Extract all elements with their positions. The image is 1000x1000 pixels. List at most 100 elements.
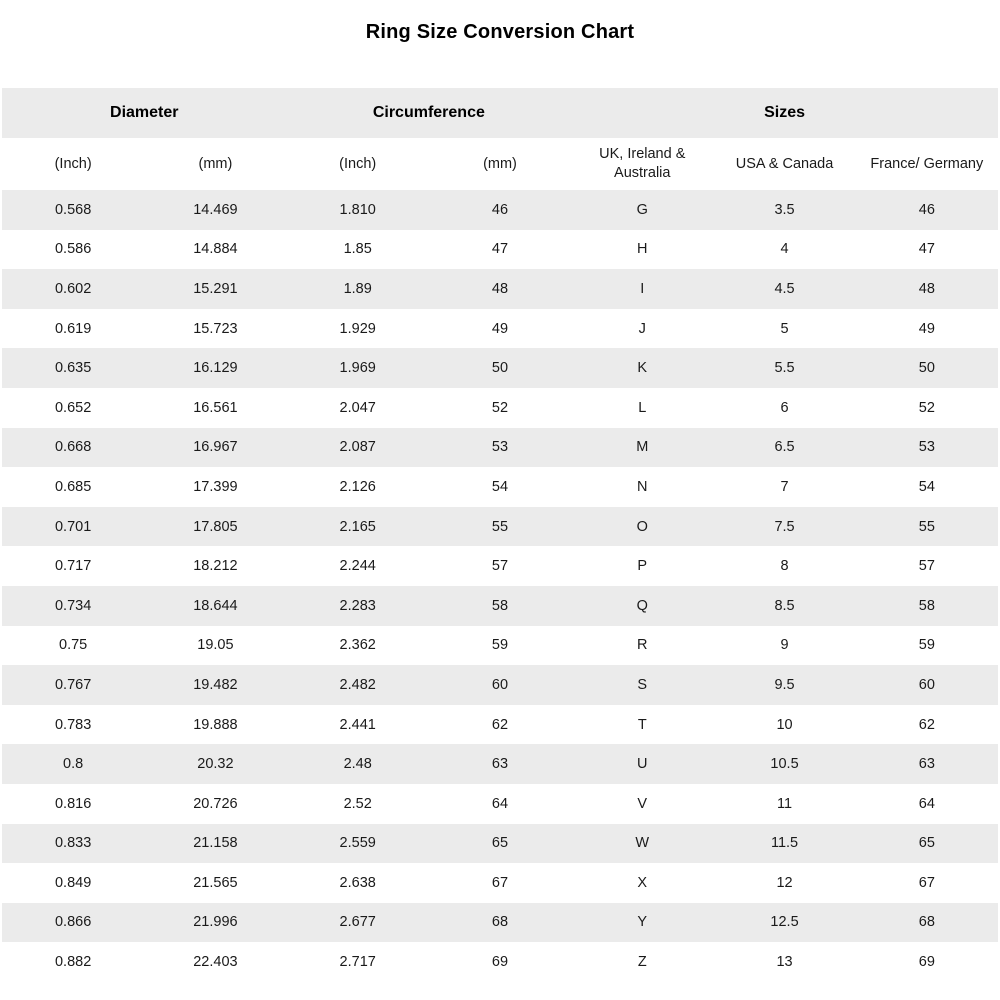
table-row: 0.75 19.05 2.362 59 R 9 59: [2, 625, 998, 666]
table-cell: 0.866: [54, 914, 92, 931]
table-cell: 48: [918, 280, 935, 297]
table-cell: 55: [491, 518, 509, 535]
table-row: 0.717 18.212 2.244 57 P 8 57: [2, 546, 998, 586]
table-cell: 48: [491, 280, 509, 297]
table-cell: 68: [918, 914, 935, 931]
table-cell: 6: [780, 399, 789, 416]
table-cell: 46: [918, 201, 935, 218]
table-cell: 2.717: [339, 954, 376, 971]
column-header-france-germany: France/ Germany: [870, 155, 984, 172]
table-cell: 0.833: [54, 835, 92, 852]
table-cell: 46: [491, 201, 509, 218]
group-header-row: Diameter Circumference Sizes: [2, 88, 998, 138]
table-cell: 1.969: [339, 360, 376, 377]
table-cell: O: [636, 518, 648, 535]
table-cell: 2.638: [339, 874, 376, 891]
column-header-usa-canada: USA & Canada: [735, 155, 834, 172]
table-cell: 1.810: [339, 201, 376, 218]
table-cell: 7: [780, 478, 789, 495]
table-cell: U: [637, 756, 648, 773]
table-cell: 11.5: [770, 835, 799, 852]
table-row: 0.586 14.884 1.85 47 H 4 47: [2, 229, 998, 270]
table-cell: 47: [491, 241, 509, 258]
table-cell: 17.399: [193, 478, 238, 495]
table-row: 0.866 21.996 2.677 68 Y 12.5 68: [2, 902, 998, 943]
table-cell: 65: [918, 835, 935, 852]
table-cell: L: [638, 399, 647, 416]
table-cell: 0.619: [54, 320, 92, 337]
table-cell: 58: [918, 597, 935, 614]
column-header-diameter-inch: (Inch): [54, 155, 92, 172]
table-row: 0.685 17.399 2.126 54 N 7 54: [2, 467, 998, 507]
column-header-diameter-mm: (mm): [198, 155, 233, 172]
ring-size-table: Diameter Circumference Sizes (Inch) (mm)…: [2, 88, 998, 982]
table-cell: 65: [491, 835, 509, 852]
table-cell: 16.561: [193, 399, 238, 416]
table-cell: 8.5: [774, 597, 795, 614]
table-cell: 50: [918, 360, 935, 377]
table-cell: 9: [780, 637, 789, 654]
table-cell: 10.5: [770, 756, 799, 773]
table-cell: 15.723: [193, 320, 238, 337]
table-cell: Z: [637, 954, 647, 971]
table-cell: W: [635, 835, 650, 852]
table-cell: 4.5: [774, 280, 795, 297]
table-cell: 19.05: [197, 637, 234, 654]
table-row: 0.701 17.805 2.165 55 O 7.5 55: [2, 506, 998, 547]
table-cell: 60: [491, 676, 509, 693]
table-cell: H: [637, 241, 648, 258]
table-cell: 20.32: [197, 756, 234, 773]
table-cell: 21.996: [193, 914, 238, 931]
table-cell: 4: [780, 241, 789, 258]
table-cell: 62: [491, 716, 509, 733]
table-row: 0.783 19.888 2.441 62 T 10 62: [2, 704, 998, 745]
table-cell: 69: [918, 954, 935, 971]
table-cell: 18.644: [193, 597, 238, 614]
table-cell: 2.165: [339, 518, 376, 535]
group-header-diameter: Diameter: [110, 104, 179, 121]
table-cell: 58: [491, 597, 509, 614]
table-row: 0.816 20.726 2.52 64 V 11 64: [2, 783, 998, 824]
table-cell: 0.685: [54, 478, 92, 495]
table-cell: 0.849: [54, 874, 92, 891]
table-cell: 5.5: [774, 360, 795, 377]
table-row: 0.619 15.723 1.929 49 J 5 49: [2, 308, 998, 349]
table-cell: 22.403: [193, 954, 238, 971]
column-header-circumference-mm: (mm): [483, 155, 517, 172]
table-cell: 12.5: [770, 914, 799, 931]
page-title: Ring Size Conversion Chart: [365, 21, 635, 43]
table-cell: 0.652: [54, 399, 92, 416]
table-row: 0.849 21.565 2.638 67 X 12 67: [2, 863, 998, 903]
table-cell: R: [637, 637, 648, 654]
table-cell: G: [636, 201, 648, 218]
table-cell: 57: [918, 558, 935, 575]
table-cell: J: [638, 320, 646, 337]
table-cell: 1.929: [339, 320, 376, 337]
table-cell: 2.52: [343, 795, 372, 812]
table-cell: N: [637, 478, 648, 495]
table-cell: 2.559: [339, 835, 376, 852]
table-cell: 52: [918, 399, 935, 416]
table-cell: 5: [780, 320, 789, 337]
table-cell: 49: [918, 320, 935, 337]
table-row: 0.635 16.129 1.969 50 K 5.5 50: [2, 348, 998, 388]
table-cell: 47: [918, 241, 935, 258]
table-row: 0.652 16.561 2.047 52 L 6 52: [2, 387, 998, 428]
table-cell: 57: [491, 558, 509, 575]
table-cell: 2.362: [339, 637, 376, 654]
table-cell: Q: [636, 597, 648, 614]
table-cell: 0.783: [54, 716, 92, 733]
table-cell: 0.602: [54, 280, 92, 297]
table-cell: 69: [491, 954, 509, 971]
table-cell: 0.767: [54, 676, 92, 693]
table-cell: S: [637, 676, 648, 693]
column-header-circumference-inch: (Inch): [339, 155, 377, 172]
table-cell: 14.884: [193, 241, 238, 258]
table-cell: 10: [776, 716, 793, 733]
table-cell: 2.482: [339, 676, 376, 693]
group-header-sizes: Sizes: [764, 104, 806, 121]
table-cell: 2.047: [339, 399, 376, 416]
table-cell: 0.635: [54, 360, 92, 377]
table-cell: 3.5: [774, 201, 795, 218]
table-cell: 21.158: [193, 835, 238, 852]
